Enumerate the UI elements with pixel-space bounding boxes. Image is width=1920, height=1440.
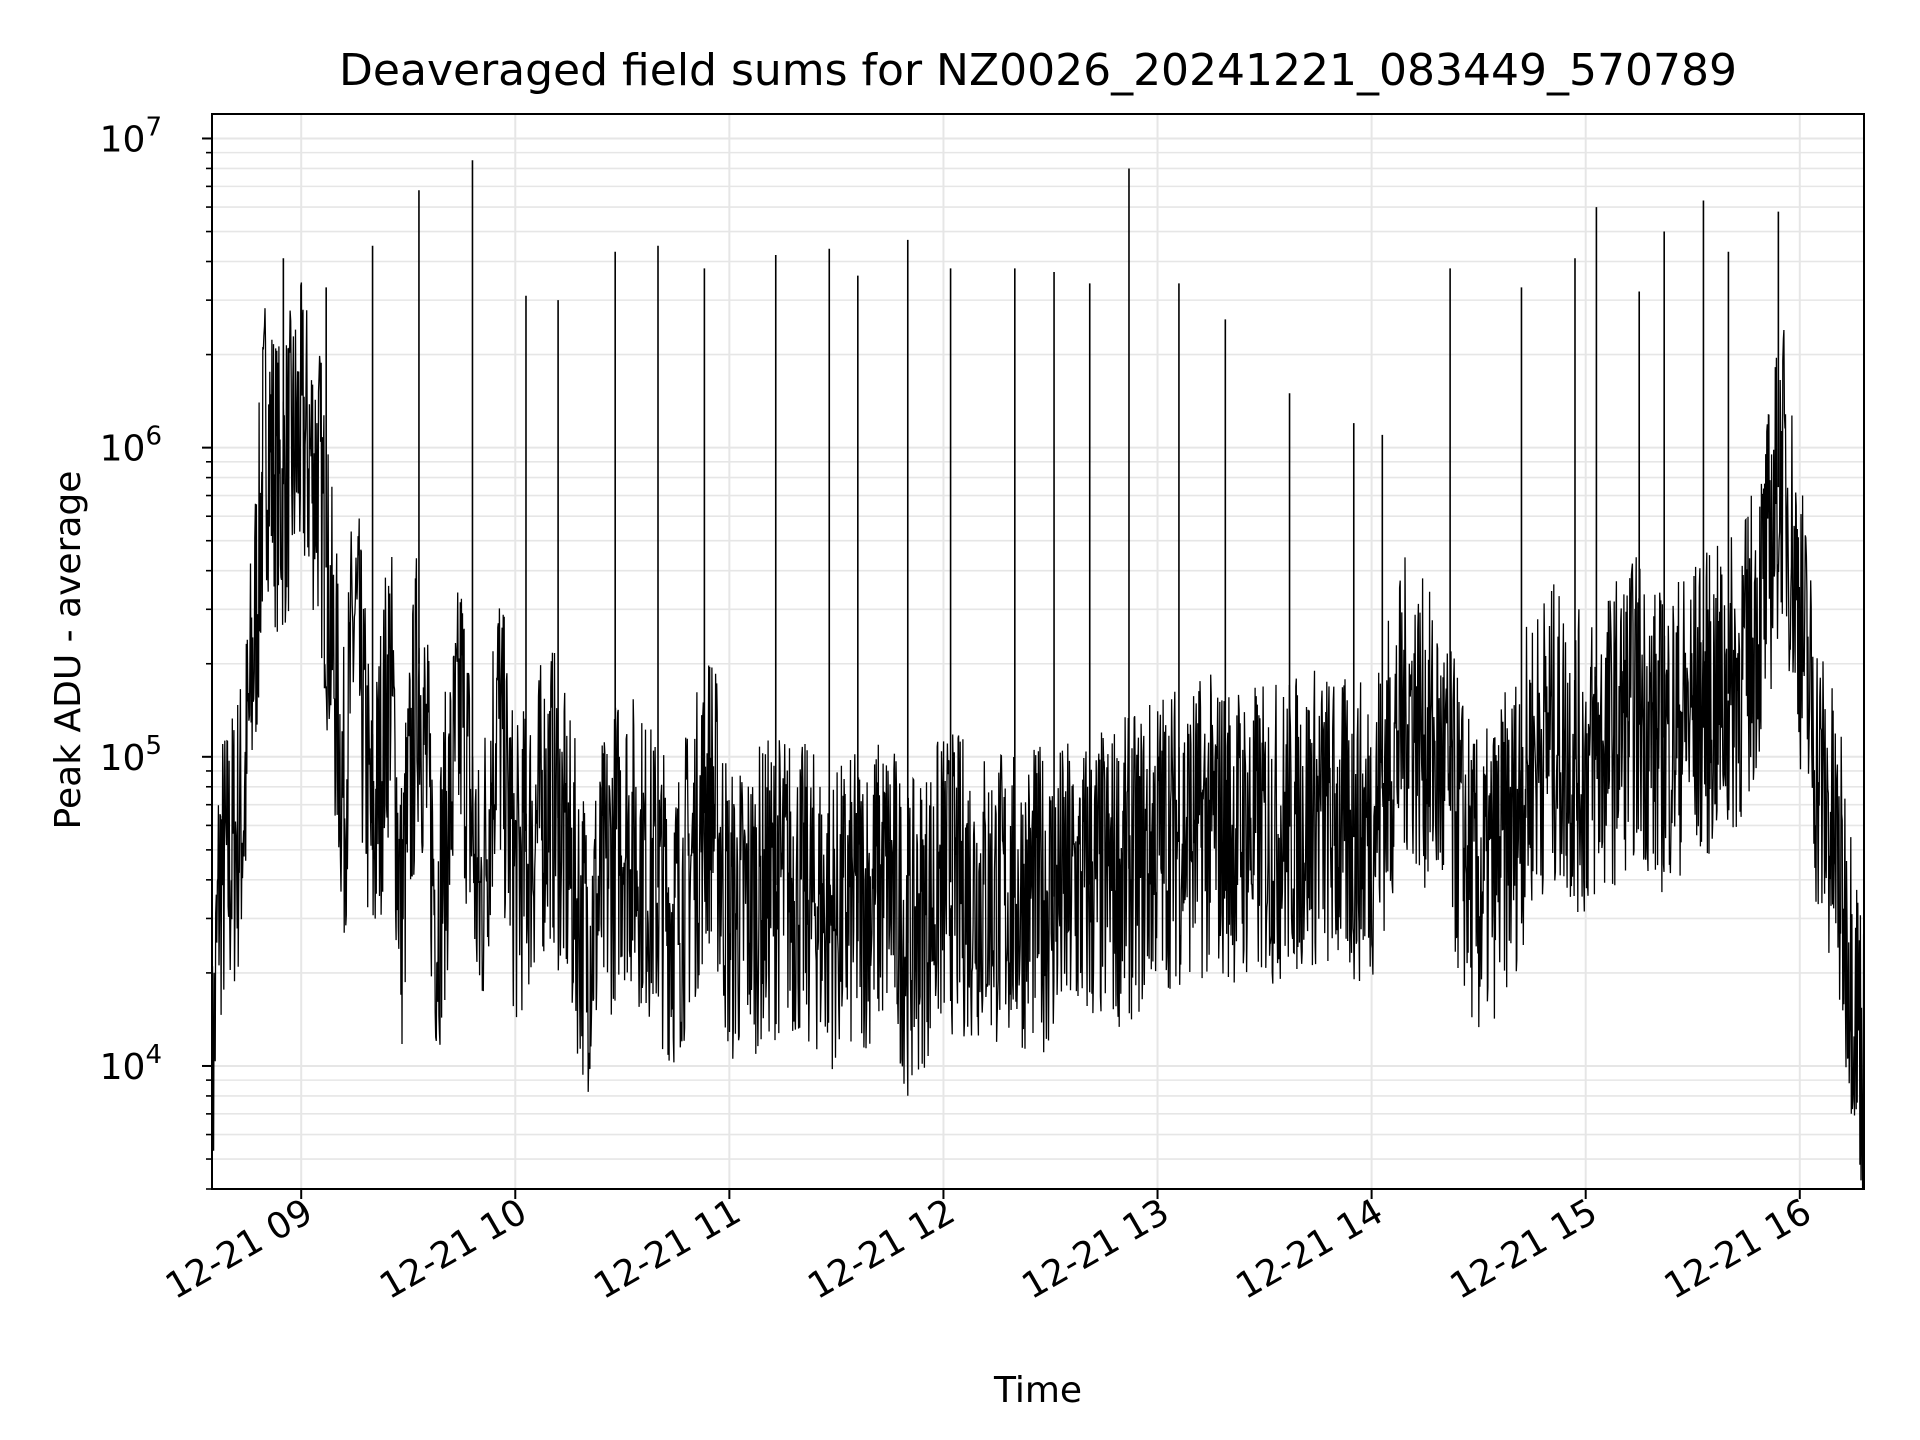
x-tick-label: 12-21 11 [587,1191,748,1307]
x-tick-label: 12-21 14 [1229,1191,1390,1307]
x-tick-label: 12-21 12 [801,1191,962,1307]
x-tick-label: 12-21 09 [159,1191,320,1307]
y-axis-title: Peak ADU - average [48,471,89,830]
y-tick-exponent: 6 [145,422,162,452]
series-trend-line [211,282,1865,1190]
data-series [211,160,1865,1190]
x-tick-label: 12-21 15 [1444,1191,1605,1307]
y-axis: 104 105 106 107 [100,112,212,1190]
y-tick-label: 107 [100,112,162,160]
chart-title: Deaveraged field sums for NZ0026_2024122… [339,45,1737,96]
y-tick-label: 106 [100,422,162,470]
x-axis-title: Time [993,1370,1082,1411]
y-tick-label: 105 [100,731,162,779]
y-tick-exponent: 5 [145,731,162,761]
x-tick-label: 12-21 16 [1658,1191,1819,1307]
y-tick-exponent: 7 [145,112,162,142]
plot-frame [211,113,1865,1190]
x-tick-label: 12-21 13 [1015,1191,1176,1307]
x-tick-label: 12-21 10 [373,1191,534,1307]
y-tick-exponent: 4 [145,1040,162,1070]
y-tick-label: 104 [100,1040,162,1088]
x-axis: 12-21 09 12-21 10 12-21 11 12-21 12 12-21 13… [159,1189,1818,1308]
